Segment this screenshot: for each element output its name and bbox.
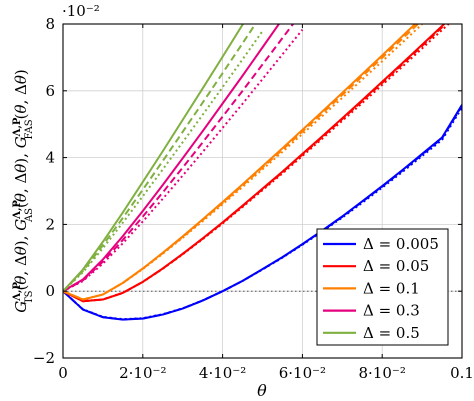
x-tick-labels: 0 2·10⁻² 4·10⁻² 6·10⁻² 8·10⁻² 0.1	[58, 364, 474, 382]
legend-label: Δ = 0.1	[363, 279, 420, 297]
x-tick-label: 6·10⁻²	[279, 364, 326, 382]
x-tick-label: 2·10⁻²	[119, 364, 166, 382]
series-line	[63, 24, 245, 292]
series-line-as	[63, 24, 257, 292]
legend: Δ = 0.005 Δ = 0.05 Δ = 0.1 Δ = 0.3 Δ = 0.5	[316, 228, 449, 346]
series-line	[63, 24, 446, 303]
legend-label: Δ = 0.05	[363, 257, 429, 275]
tick-marks	[62, 23, 463, 359]
x-tick-label: 4·10⁻²	[199, 364, 246, 382]
legend-label: Δ = 0.3	[363, 302, 420, 320]
series-line-as	[63, 24, 295, 293]
x-tick-label: 8·10⁻²	[359, 364, 406, 382]
y-tick-labels: −2 0 2 4 6 8	[33, 15, 55, 367]
y-scale-label: ·10⁻²	[62, 2, 100, 20]
y-axis-label: GΛ,PTS(θ, Δθ), GΛ,PAS(θ, Δθ), GΛ,PFAS(θ,…	[12, 69, 35, 313]
legend-box	[316, 228, 449, 346]
grid	[63, 24, 462, 358]
y-tick-label: −2	[33, 349, 55, 367]
legend-label: Δ = 0.5	[363, 324, 420, 342]
plot-area-frame	[62, 23, 463, 359]
y-tick-label: 2	[45, 215, 55, 233]
series-layer	[63, 24, 462, 321]
x-tick-label: 0	[58, 364, 68, 382]
legend-label: Δ = 0.005	[363, 235, 439, 253]
y-tick-label: 8	[45, 15, 55, 33]
x-axis-label: θ	[257, 381, 267, 400]
series-line-fas	[63, 30, 264, 292]
series-line	[63, 104, 462, 321]
x-tick-label: 0.1	[450, 364, 474, 382]
series-line-fas	[63, 29, 304, 293]
y-tick-label: 6	[45, 82, 55, 100]
series-line	[63, 24, 417, 301]
y-tick-label: 0	[45, 282, 55, 300]
series-line	[63, 24, 281, 293]
y-tick-label: 4	[45, 149, 55, 167]
